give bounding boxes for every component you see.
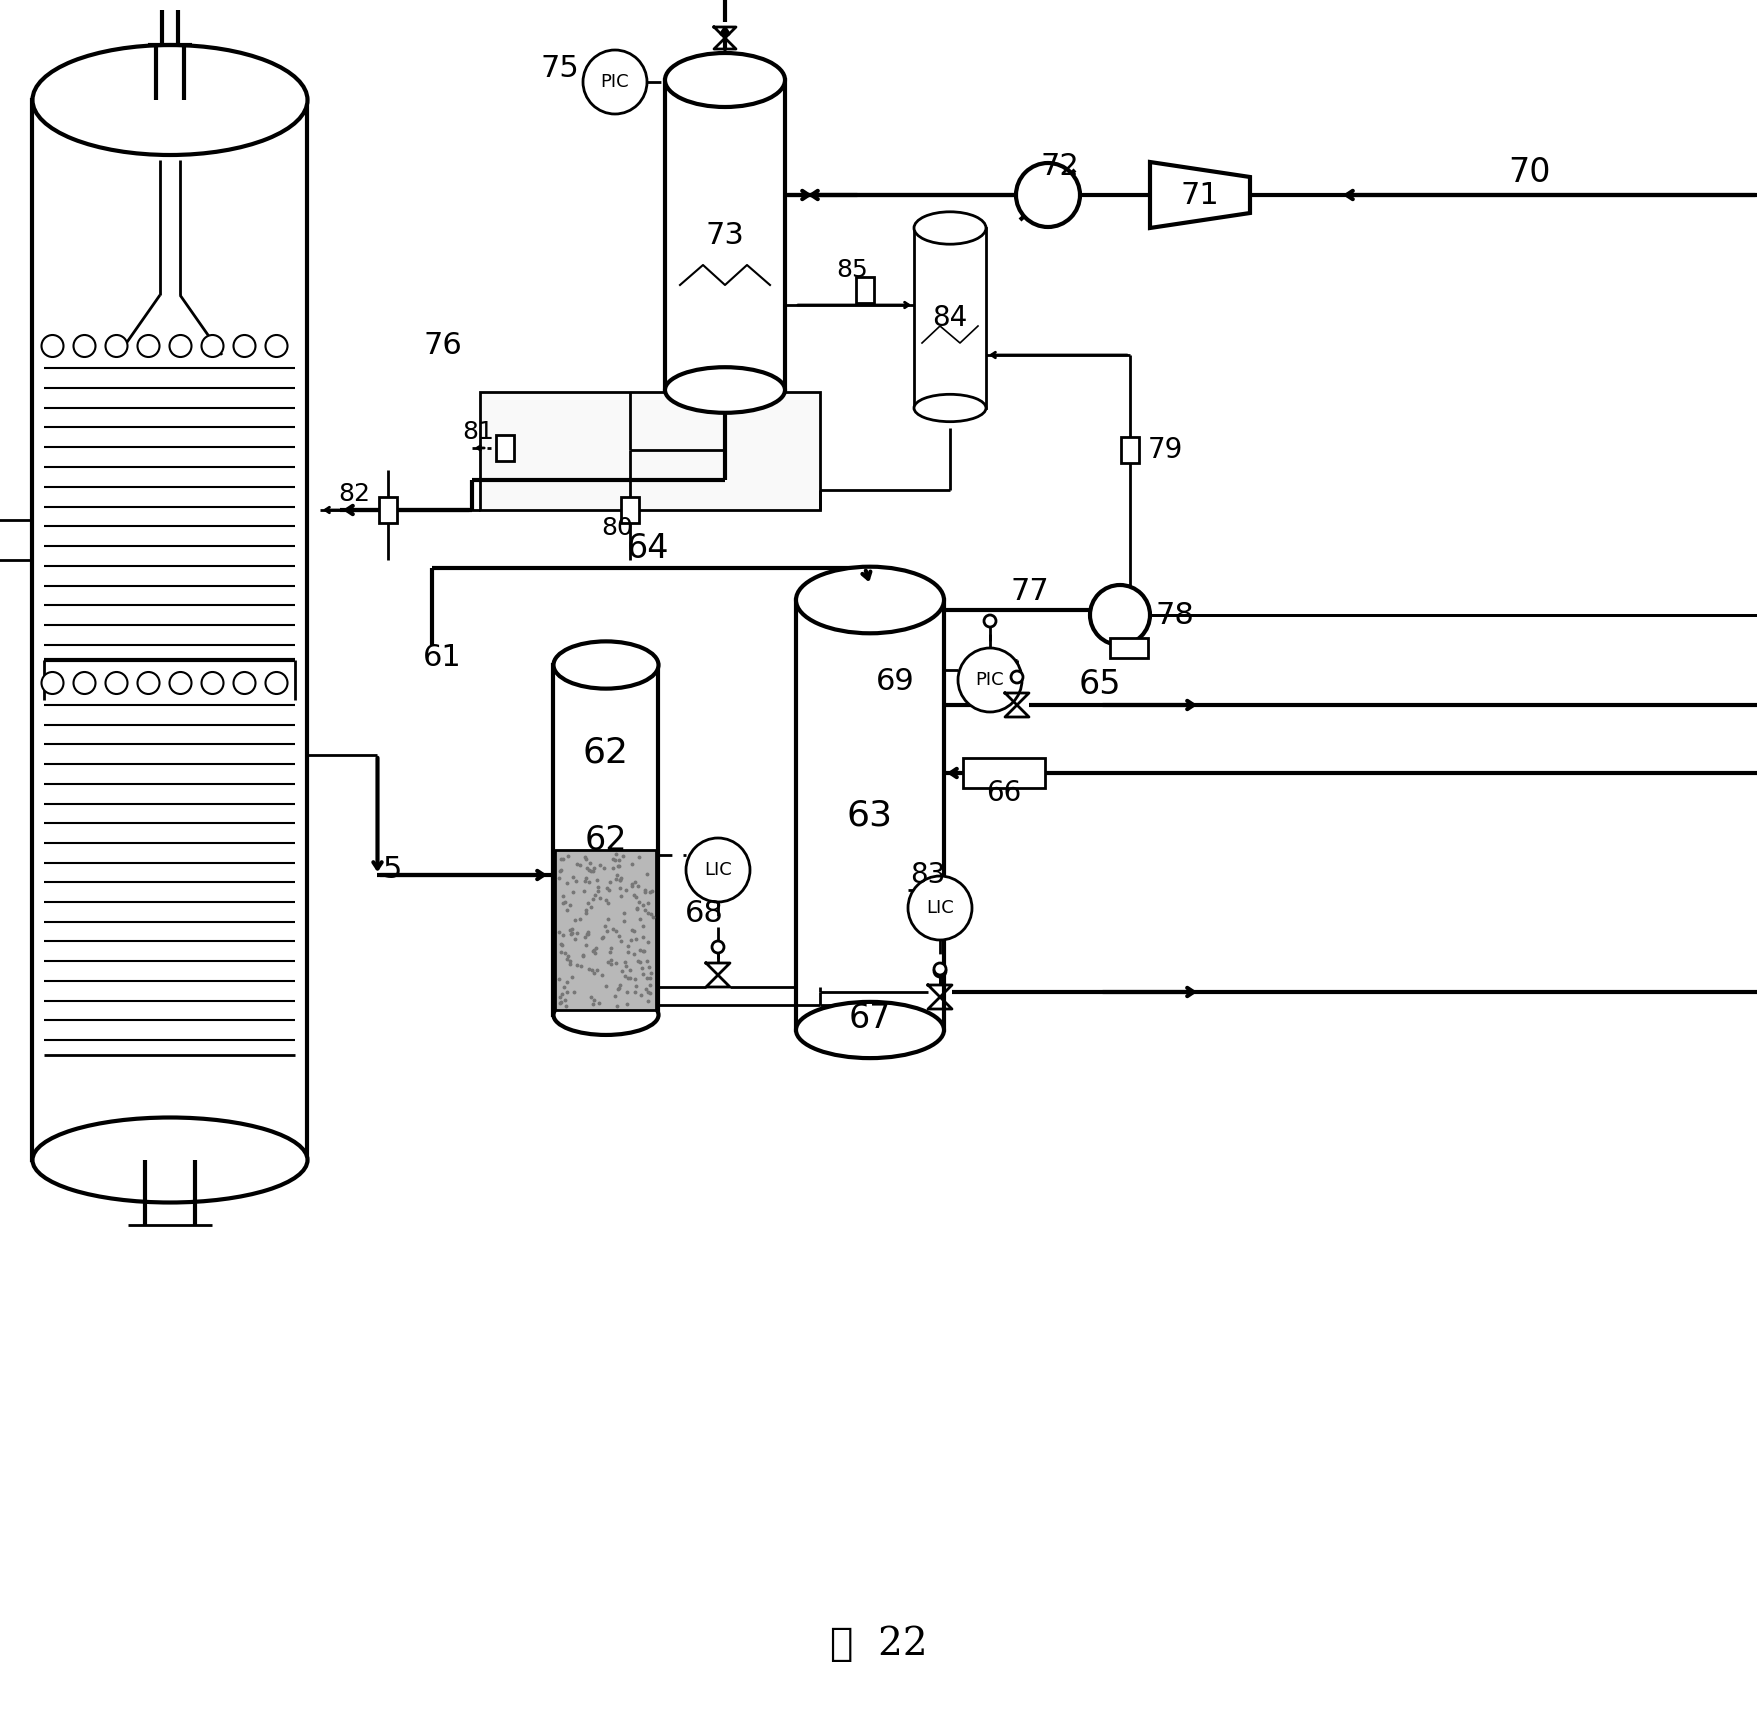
Circle shape xyxy=(42,671,63,694)
Circle shape xyxy=(137,336,160,356)
Circle shape xyxy=(105,671,128,694)
Ellipse shape xyxy=(553,995,659,1035)
Circle shape xyxy=(933,963,945,975)
Text: 62: 62 xyxy=(585,824,627,856)
Text: 61: 61 xyxy=(422,644,460,673)
Bar xyxy=(856,278,873,303)
Circle shape xyxy=(984,615,996,627)
Text: 67: 67 xyxy=(849,1002,891,1035)
Bar xyxy=(1121,437,1139,463)
Circle shape xyxy=(958,648,1021,713)
Bar xyxy=(963,757,1044,788)
Ellipse shape xyxy=(914,212,986,245)
Bar xyxy=(664,81,785,391)
Bar xyxy=(796,600,944,1030)
Circle shape xyxy=(202,336,223,356)
Text: 79: 79 xyxy=(1147,437,1182,464)
Circle shape xyxy=(202,671,223,694)
Circle shape xyxy=(234,671,255,694)
Circle shape xyxy=(169,671,192,694)
Text: LIC: LIC xyxy=(705,862,731,879)
Bar xyxy=(555,850,655,1011)
Circle shape xyxy=(137,671,160,694)
Circle shape xyxy=(583,50,647,115)
Ellipse shape xyxy=(664,53,785,106)
Text: 77: 77 xyxy=(1010,577,1049,606)
Ellipse shape xyxy=(796,1002,944,1059)
Text: 82: 82 xyxy=(337,481,369,505)
Circle shape xyxy=(42,336,63,356)
Circle shape xyxy=(74,671,95,694)
Circle shape xyxy=(685,838,750,903)
Text: 70: 70 xyxy=(1508,156,1550,188)
Text: 62: 62 xyxy=(583,735,629,769)
Text: 71: 71 xyxy=(1181,180,1219,209)
Circle shape xyxy=(265,671,288,694)
Circle shape xyxy=(1016,163,1079,228)
Circle shape xyxy=(265,336,288,356)
Circle shape xyxy=(907,875,972,940)
Text: 65: 65 xyxy=(1079,668,1121,702)
Ellipse shape xyxy=(32,45,307,154)
Bar xyxy=(1109,637,1147,658)
Bar xyxy=(914,228,986,408)
Text: 84: 84 xyxy=(931,303,966,332)
Text: 81: 81 xyxy=(462,420,494,444)
Text: 图  22: 图 22 xyxy=(829,1627,928,1663)
Bar xyxy=(620,497,638,522)
Text: LIC: LIC xyxy=(926,899,954,916)
Text: PIC: PIC xyxy=(975,671,1003,689)
Bar xyxy=(495,435,513,461)
Polygon shape xyxy=(1149,163,1249,228)
Text: 80: 80 xyxy=(601,516,633,540)
Ellipse shape xyxy=(32,1117,307,1203)
Circle shape xyxy=(105,336,128,356)
Circle shape xyxy=(933,964,945,976)
Ellipse shape xyxy=(664,367,785,413)
Circle shape xyxy=(234,336,255,356)
Ellipse shape xyxy=(796,567,944,634)
Text: 64: 64 xyxy=(627,531,669,565)
Circle shape xyxy=(74,336,95,356)
Circle shape xyxy=(712,940,724,952)
Text: 76: 76 xyxy=(423,331,462,360)
Text: 72: 72 xyxy=(1040,151,1079,180)
Text: 78: 78 xyxy=(1154,601,1193,629)
Circle shape xyxy=(169,336,192,356)
Text: 85: 85 xyxy=(836,259,868,283)
Text: 68: 68 xyxy=(683,899,724,927)
Text: 69: 69 xyxy=(875,668,914,697)
Ellipse shape xyxy=(553,641,659,689)
Text: 73: 73 xyxy=(705,221,743,250)
Text: 63: 63 xyxy=(847,798,893,833)
Circle shape xyxy=(1010,671,1023,683)
Text: 5: 5 xyxy=(381,855,401,884)
Text: 75: 75 xyxy=(541,53,580,82)
Text: 83: 83 xyxy=(910,862,945,889)
Text: PIC: PIC xyxy=(601,74,629,91)
Bar xyxy=(480,392,819,510)
Text: 66: 66 xyxy=(986,779,1021,807)
Bar xyxy=(380,497,397,522)
Ellipse shape xyxy=(914,394,986,421)
Bar xyxy=(32,99,307,1160)
Bar xyxy=(553,665,659,1016)
Circle shape xyxy=(1089,586,1149,646)
